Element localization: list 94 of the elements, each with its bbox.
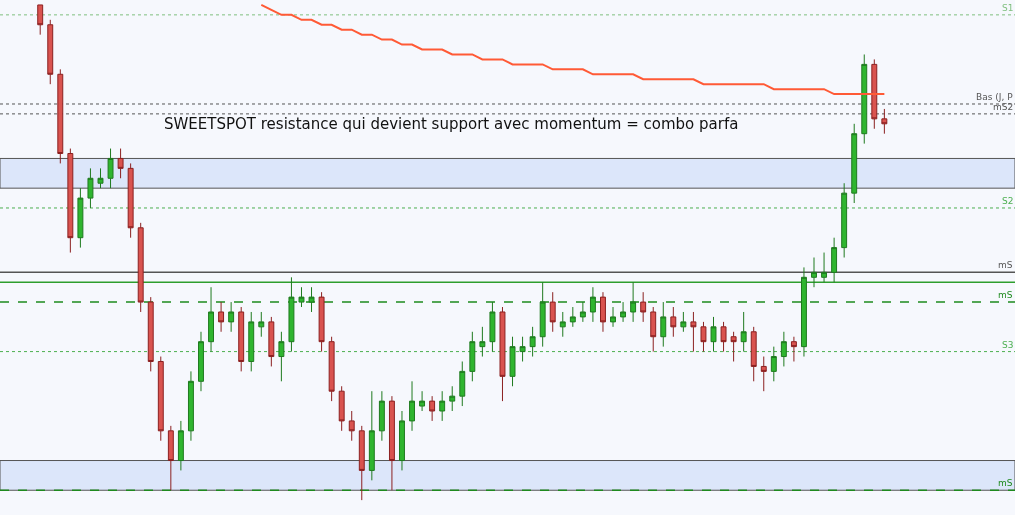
candlestick [499, 306, 506, 402]
annotation: SWEETSPOT resistance qui devient support avec momentum = combo parfa [164, 115, 739, 133]
candlestick [821, 252, 828, 283]
candlestick [238, 306, 245, 372]
candlestick [449, 385, 456, 412]
candlestick [97, 167, 104, 189]
candlestick [841, 182, 848, 258]
candlestick [881, 108, 888, 135]
candlestick [429, 395, 436, 422]
candlestick [67, 148, 74, 254]
candlestick [288, 276, 295, 353]
candlestick [770, 346, 777, 382]
ref-line-label: Bas (J, P [976, 92, 1014, 102]
candlestick [117, 148, 124, 179]
candlestick [610, 306, 616, 328]
candlestick [167, 425, 174, 491]
candlestick [539, 281, 546, 348]
candlestick [680, 311, 687, 333]
candlestick [208, 286, 214, 353]
candlestick [459, 360, 466, 407]
candlestick [107, 148, 114, 189]
candlestick [579, 301, 586, 323]
ref-line-label: mS [998, 260, 1013, 270]
ref-line-label: mS [998, 478, 1013, 488]
candlestick [760, 356, 767, 392]
candlestick [620, 301, 627, 323]
candlestick [87, 167, 94, 209]
candlestick [57, 68, 64, 164]
candlestick [137, 222, 144, 313]
candlestick [559, 311, 566, 338]
candlestick [529, 326, 536, 358]
candlestick [338, 385, 345, 432]
candlestick [640, 291, 647, 323]
candlestick [187, 370, 194, 442]
candlestick [489, 301, 496, 353]
candlestick [198, 331, 204, 392]
candlestick [780, 331, 787, 367]
candlestick [519, 336, 526, 362]
candlestick [318, 291, 325, 353]
candlestick [831, 237, 838, 283]
candlestick [378, 390, 385, 442]
ref-line-label: mS2 [993, 102, 1014, 112]
candlestick [660, 301, 667, 348]
candlestick [308, 286, 315, 313]
candlestick [479, 326, 486, 358]
candlestick [690, 311, 697, 353]
candlestick [600, 291, 606, 333]
candlestick [589, 286, 596, 323]
candlestick [861, 53, 868, 145]
ref-line-label: S2 [1002, 196, 1014, 206]
candlestick [228, 301, 235, 333]
candlestick [368, 390, 375, 481]
ref-line-label: mS [998, 290, 1013, 300]
candlestick [258, 311, 265, 338]
candlestick [469, 331, 476, 382]
candlestick [509, 336, 516, 387]
candlestick [670, 306, 677, 338]
candlestick [439, 390, 446, 422]
ref-line-label: S3 [1002, 340, 1014, 350]
candlestick [750, 326, 757, 382]
candlestick [47, 19, 54, 85]
candlestick [569, 306, 576, 328]
candlestick [409, 380, 415, 432]
candlestick [811, 257, 817, 288]
candlestick [790, 336, 797, 362]
candlestick [77, 187, 84, 249]
candlestick [730, 331, 737, 362]
candlestick [700, 321, 707, 353]
candlestick [348, 410, 355, 442]
candlestick [157, 356, 164, 442]
candlestick [710, 316, 717, 353]
candlestick [328, 336, 335, 402]
candlestick [177, 420, 184, 471]
candlestick [650, 306, 657, 353]
candlestick [740, 311, 747, 353]
candlestick [127, 162, 134, 239]
candlestick [358, 425, 365, 501]
ref-line-label: S1 [1002, 3, 1014, 13]
candlestick [388, 395, 395, 491]
candlestick [630, 281, 637, 323]
candlestick [37, 4, 44, 36]
candlestick [248, 311, 255, 372]
candlestick [278, 331, 285, 382]
candlestick [268, 316, 275, 367]
candlestick [871, 58, 878, 130]
candlestick [720, 321, 727, 353]
candlestick [419, 390, 426, 412]
candlestick [147, 296, 154, 372]
candlestick [218, 301, 225, 333]
candlestick [298, 286, 305, 308]
candlestick [851, 123, 858, 204]
candlestick [399, 410, 405, 471]
candlestick [549, 291, 556, 333]
candlestick [801, 266, 807, 358]
